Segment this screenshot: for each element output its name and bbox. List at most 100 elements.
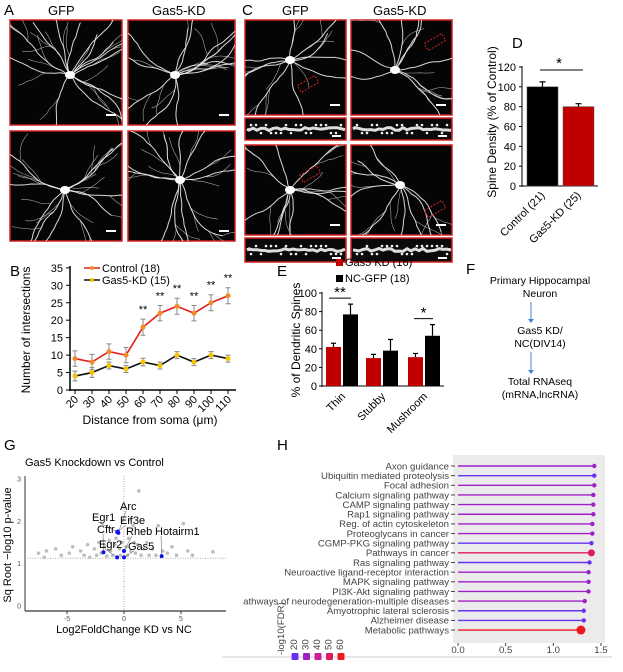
- gene-point: [165, 551, 170, 555]
- soma: [395, 181, 405, 189]
- highlighted-gene-point: [101, 550, 106, 555]
- neuron-micrograph: [350, 144, 453, 236]
- gene-point: [211, 550, 215, 554]
- spine: [420, 244, 424, 248]
- legend-title: -log10(FDR): [276, 602, 287, 655]
- significance-marker: **: [224, 273, 233, 285]
- dendrite-zoom: [244, 237, 347, 263]
- significance-marker: **: [334, 284, 346, 301]
- neuron-micrograph: [244, 144, 347, 236]
- lollipop-dot: [592, 483, 597, 488]
- spine: [355, 252, 359, 256]
- y-tick-label: 60: [305, 325, 317, 337]
- data-point: [225, 293, 231, 299]
- y-tick-label: 10: [51, 350, 63, 362]
- y-tick-label: 2: [17, 519, 21, 526]
- gene-label: Egr1: [92, 512, 115, 524]
- significance-marker: **: [139, 304, 148, 316]
- soma: [285, 56, 295, 64]
- image-frame: [9, 130, 123, 242]
- significance-marker: **: [207, 280, 216, 292]
- data-point: [106, 363, 112, 369]
- panel-label-c: C: [242, 2, 253, 19]
- bar: [326, 346, 341, 386]
- gene-point: [186, 549, 190, 553]
- spine: [445, 123, 449, 127]
- label-leader: [118, 510, 127, 533]
- gene-point: [137, 489, 141, 493]
- spine: [319, 123, 323, 127]
- gene-point: [135, 542, 140, 547]
- significance-marker: **: [190, 291, 199, 303]
- legend-label: NC-GFP (18): [345, 273, 410, 285]
- column-title-gfp: GFP: [282, 3, 309, 18]
- spine: [249, 252, 253, 256]
- workflow-step-text: Total RNAseq: [508, 376, 572, 388]
- gene-point: [145, 540, 149, 545]
- legend-label: 50: [324, 639, 335, 650]
- pathway-label: CAMP signaling pathway: [343, 500, 450, 511]
- spine: [400, 123, 404, 127]
- panel-label-b: B: [10, 263, 20, 280]
- y-tick-label: 80: [305, 307, 317, 319]
- pathway-label: Metabolic pathways: [365, 625, 449, 636]
- data-point: [89, 370, 95, 376]
- data-point: [157, 363, 163, 369]
- x-tick-label: 1.5: [594, 645, 607, 656]
- label-leader: [160, 535, 162, 557]
- gene-point: [59, 553, 64, 558]
- pathway-label: Calcium signaling pathway: [335, 490, 449, 501]
- significance-marker: *: [421, 305, 427, 322]
- data-point: [174, 352, 180, 358]
- x-tick-label: 110: [213, 394, 234, 415]
- x-tick-label: Thin: [324, 391, 348, 415]
- gene-point: [170, 544, 174, 549]
- gene-point: [131, 523, 135, 528]
- lollipop-dot: [591, 512, 596, 517]
- x-tick-label: -5: [64, 616, 70, 623]
- data-point: [72, 373, 78, 379]
- gene-point: [70, 544, 75, 549]
- legend-label: Gas5 KD (16): [345, 257, 412, 269]
- spine: [440, 244, 444, 248]
- gene-point: [94, 553, 99, 558]
- pathway-label: Rap1 signaling pathway: [347, 510, 449, 521]
- spine: [400, 252, 404, 256]
- data-point: [225, 356, 231, 362]
- spine: [380, 244, 384, 248]
- data-point: [140, 324, 146, 330]
- workflow-step-text: (mRNA,lncRNA): [502, 389, 578, 401]
- data-point: [140, 359, 146, 365]
- x-tick-label: Mushroom: [385, 391, 430, 436]
- gene-point: [92, 547, 97, 551]
- plot-background: [453, 455, 605, 643]
- panel-label-h: H: [277, 437, 288, 454]
- spine: [264, 244, 268, 248]
- spine: [274, 131, 278, 135]
- spine: [259, 131, 263, 135]
- gene-point: [97, 540, 101, 545]
- x-tick-label: 80: [166, 394, 183, 411]
- dendrites: [128, 20, 235, 125]
- bar: [562, 106, 595, 187]
- gene-point: [119, 540, 124, 545]
- dendrites: [10, 20, 122, 125]
- column-title-gfp: GFP: [48, 3, 75, 18]
- pathway-label: Amyotrophic lateral sclerosis: [327, 606, 449, 617]
- spine: [249, 123, 253, 127]
- label-leader: [123, 535, 133, 552]
- lollipop-dot: [589, 541, 594, 546]
- y-axis-label: Sq Root −log10 p-value: [2, 487, 14, 602]
- lollipop-dot: [576, 625, 586, 635]
- spine: [254, 123, 258, 127]
- x-tick-label: 30: [81, 394, 98, 411]
- spine: [355, 123, 359, 127]
- neuron-micrograph: [9, 19, 123, 126]
- dendrites: [10, 133, 122, 241]
- pathway-label: MAPK signaling pathway: [343, 577, 449, 588]
- gene-point: [53, 547, 58, 551]
- y-tick-label: 0: [57, 385, 63, 397]
